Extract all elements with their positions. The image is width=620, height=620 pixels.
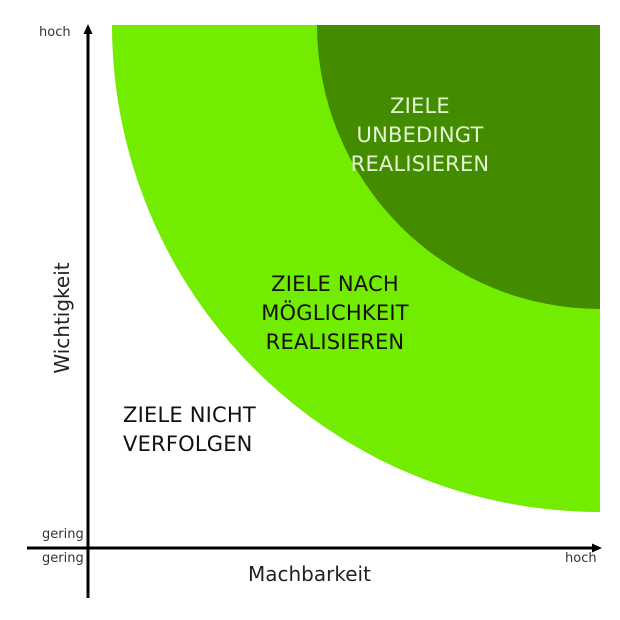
y-axis-low-label: gering [42,527,84,542]
zone-middle-line-3: REALISIEREN [265,330,405,354]
zone-middle-label: ZIELE NACH MÖGLICHKEIT REALISIEREN [235,270,435,357]
y-axis-high-label: hoch [39,25,71,40]
x-axis-high-label: hoch [565,551,597,566]
y-axis-arrow-icon [83,24,93,34]
zone-inner-label: ZIELE UNBEDINGT REALISIEREN [325,92,515,179]
y-axis-title: Wichtigkeit [50,262,74,374]
zone-inner-line-2: UNBEDINGT [356,123,484,147]
zone-outer-label: ZIELE NICHT VERFOLGEN [123,401,256,459]
x-axis-low-label: gering [42,551,84,566]
zone-outer-line-1: ZIELE NICHT [123,403,256,427]
zone-inner-line-3: REALISIEREN [350,152,490,176]
x-axis-title: Machbarkeit [248,562,371,586]
zone-middle-line-1: ZIELE NACH [271,272,399,296]
x-axis-arrow-icon [592,543,602,553]
zone-outer-line-2: VERFOLGEN [123,432,253,456]
zone-inner-line-1: ZIELE [390,94,450,118]
zone-middle-line-2: MÖGLICHKEIT [261,301,409,325]
zone-inner-shape [317,25,600,309]
